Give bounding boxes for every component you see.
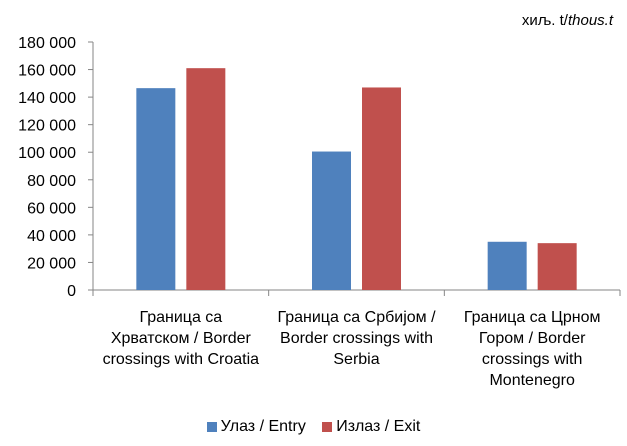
bar-exit-2	[537, 243, 577, 290]
y-tick-label: 160 000	[18, 63, 76, 80]
x-category-label: Гором / Border	[479, 330, 586, 347]
x-category-label: Хрватском / Border	[111, 330, 252, 347]
x-category-label: Montenegro	[489, 372, 574, 389]
y-tick-label: 140 000	[18, 90, 76, 107]
unit-note-italic: thous.t	[567, 12, 613, 29]
bar-entry-1	[312, 151, 351, 290]
x-category-label: crossings with Croatia	[103, 351, 260, 368]
y-tick-label: 100 000	[18, 145, 76, 162]
unit-note-prefix: хиљ. t/	[521, 12, 568, 29]
y-tick-label: 80 000	[27, 173, 76, 190]
legend-swatch-exit	[322, 422, 333, 432]
x-category-label: crossings with	[482, 351, 582, 368]
x-category-label: Border crossings with	[280, 330, 433, 347]
legend-label-entry: Улаз / Entry	[220, 418, 306, 435]
legend-item-entry: Улаз / Entry	[206, 418, 306, 436]
legend-label-exit: Излаз / Exit	[336, 418, 421, 435]
legend-swatch-entry	[206, 422, 217, 432]
y-tick-label: 20 000	[27, 255, 76, 272]
y-tick-label: 60 000	[27, 200, 76, 217]
x-category-label: Граница са Црном	[464, 309, 601, 326]
y-tick-label: 40 000	[27, 228, 76, 245]
y-tick-label: 120 000	[18, 118, 76, 135]
x-category-label: Serbia	[333, 351, 379, 368]
unit-note: хиљ. t/thous.t	[522, 12, 613, 29]
x-category-label: Граница са	[139, 309, 222, 326]
bar-exit-0	[186, 68, 226, 290]
bar-entry-2	[487, 241, 527, 290]
y-tick-label: 0	[67, 283, 76, 300]
bar-entry-0	[136, 88, 176, 291]
legend-item-exit: Излаз / Exit	[322, 418, 420, 436]
x-category-label: Граница са Србијом /	[277, 309, 436, 326]
y-tick-label: 180 000	[18, 35, 76, 52]
legend: Улаз / Entry Излаз / Exit	[0, 418, 627, 437]
bar-exit-1	[362, 87, 401, 290]
